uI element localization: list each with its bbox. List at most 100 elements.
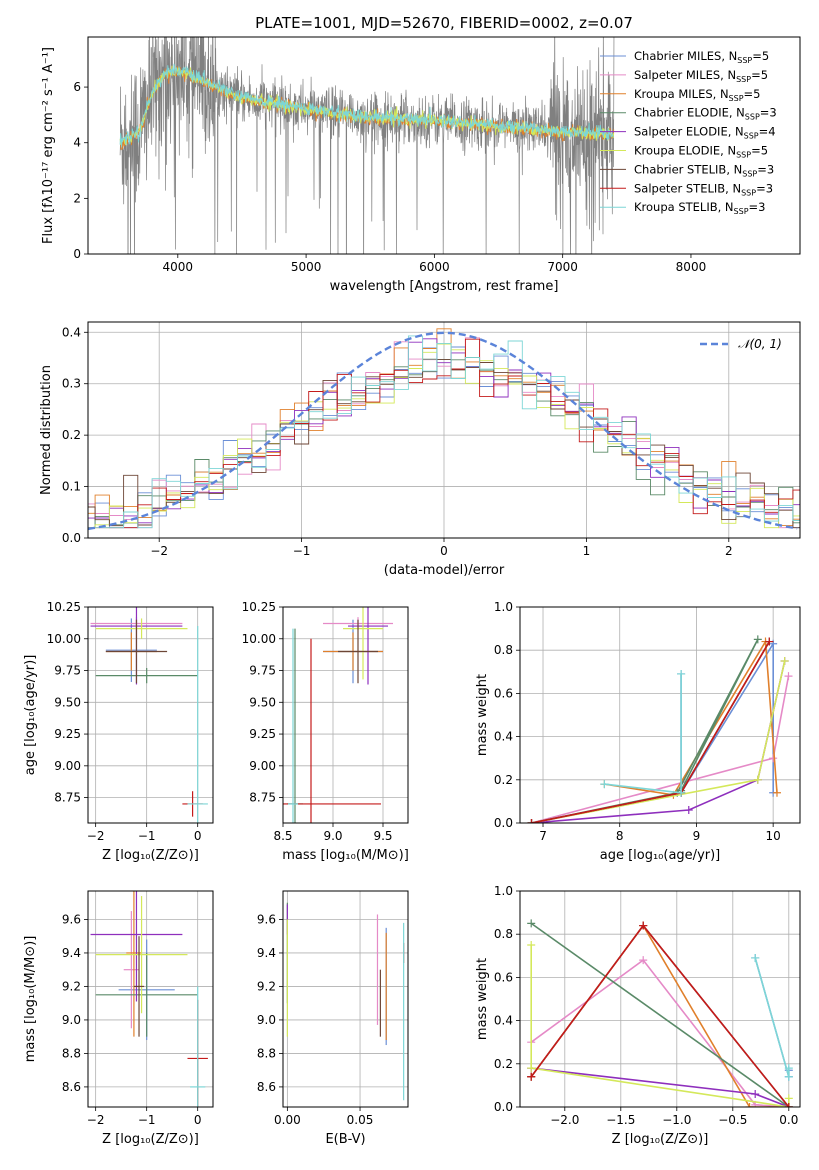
- age_vs_mass-xtick-label: 9.5: [373, 829, 392, 843]
- legend-label-main: Kroupa STELIB, N: [634, 200, 734, 214]
- mass_vs_Z-frame: [87, 890, 214, 1108]
- age_vs_mass-xlabel: mass [log₁₀(M/M⊙)]: [282, 848, 409, 863]
- weight-marker: [784, 672, 793, 681]
- weight-marker: [677, 669, 686, 678]
- weight-marker: [784, 1094, 793, 1103]
- mass_vs_ebv-ytick-label: 9.4: [257, 946, 276, 960]
- weight_vs_Z-xlabel: Z [log₁₀(Z/Z⊙)]: [612, 1132, 709, 1147]
- mass_vs_ebv-ytick-label: 9.6: [257, 912, 276, 926]
- weight_vs_Z-ytick-label: 0.6: [494, 970, 513, 984]
- age_vs_mass-xtick-label: 9.0: [323, 829, 342, 843]
- model-spectrum: [119, 63, 614, 148]
- age_vs_Z-ytick-label: 10.25: [47, 600, 81, 614]
- legend-label-main: Chabrier STELIB, N: [634, 162, 742, 176]
- mass_vs_Z-ytick-label: 8.6: [62, 1080, 81, 1094]
- weight_vs_age-ytick-label: 0.0: [494, 816, 513, 830]
- legend-label-sub: SSP: [736, 151, 751, 160]
- residual-histogram: [88, 335, 800, 529]
- mass_vs_ebv-frame: [282, 890, 409, 1108]
- spectrum-ytick-label: 2: [73, 191, 81, 205]
- spectrum-ylabel: Flux [fλ10⁻¹⁷ erg cm⁻² s⁻¹ A⁻¹]: [41, 47, 56, 244]
- weight_vs_Z-frame: [519, 890, 801, 1108]
- mass_vs_Z-xtick-label: −2: [87, 1113, 105, 1127]
- weight-marker: [784, 1064, 793, 1073]
- legend-label: Chabrier ELODIE, NSSP=3: [634, 106, 777, 122]
- weight_vs_age-xtick-label: 9: [693, 829, 701, 843]
- spectrum-frame: [87, 36, 801, 255]
- mass_vs_ebv-xtick-label: 0.05: [347, 1113, 374, 1127]
- age_vs_mass-frame: [282, 606, 409, 824]
- mass_vs_Z-ytick-label: 9.2: [62, 979, 81, 993]
- mass_vs_Z-ytick-label: 8.8: [62, 1046, 81, 1060]
- residuals-ylabel: Normed distribution: [39, 365, 54, 495]
- age_vs_mass-ytick-label: 9.25: [249, 727, 276, 741]
- observed-spectrum: [119, 37, 615, 254]
- residual-histogram: [88, 338, 800, 524]
- weight-marker: [780, 657, 789, 665]
- age_vs_mass-ytick-label: 10.25: [242, 600, 276, 614]
- legend-label-main: Kroupa ELODIE, N: [634, 144, 736, 158]
- mass_vs_Z-xlabel: Z [log₁₀(Z/Z⊙)]: [102, 1132, 199, 1147]
- age_vs_Z-ytick-label: 9.25: [54, 727, 81, 741]
- age_vs_mass-ytick-label: 10.00: [242, 632, 276, 646]
- weight_vs_age-ytick-label: 0.2: [494, 773, 513, 787]
- age_vs_Z-xtick-label: −1: [138, 829, 156, 843]
- age_vs_Z-axes: −2 −1 0 8.75 9.00 9.25 9.50 9.75 10.00 10.25 Z [lo…: [23, 600, 213, 863]
- residuals-xtick-label: 1: [583, 544, 591, 558]
- legend-label: Kroupa MILES, NSSP=5: [634, 87, 760, 103]
- age_vs_Z-ytick-label: 10.00: [47, 632, 81, 646]
- weight-marker: [784, 1072, 793, 1081]
- legend-label-sub: SSP: [745, 113, 760, 122]
- weight-line: [531, 641, 770, 823]
- age_vs_Z-xtick-label: −2: [87, 829, 105, 843]
- legend-label-main: Chabrier ELODIE, N: [634, 106, 745, 120]
- legend-label: Kroupa ELODIE, NSSP=5: [634, 144, 768, 160]
- age_vs_mass-axes: 8.5 9.0 9.5 8.75 9.00 9.25 9.50 9.75 10.00 10.25 m…: [242, 600, 409, 863]
- weight-line: [531, 641, 770, 823]
- residuals-xtick-label: −1: [293, 544, 311, 558]
- weight-marker: [753, 775, 762, 784]
- weight_vs_age-frame: [519, 606, 801, 824]
- age_vs_Z-ytick-label: 8.75: [54, 791, 81, 805]
- residuals-ytick-label: 0.2: [62, 428, 81, 442]
- weight-marker: [769, 754, 778, 763]
- weight_vs_Z-xtick-label: −1.5: [606, 1113, 635, 1127]
- weight_vs_Z-axes: −2.0 −1.5 −1.0 −0.5 0.0 0.0 0.2 0.4 0.6 0.8 1.0 Z […: [475, 884, 800, 1147]
- weight-marker: [527, 1064, 536, 1073]
- weight_vs_age-axes: 7 8 9 10 0.0 0.2 0.4 0.6 0.8 1.0 age [log₁₀(age/yr…: [475, 600, 800, 863]
- age_vs_mass-xtick-label: 8.5: [273, 829, 292, 843]
- weight_vs_Z-ytick-label: 0.4: [494, 1014, 513, 1028]
- age_vs_mass-ytick-label: 9.00: [249, 759, 276, 773]
- weight-marker: [765, 637, 774, 646]
- weight-marker: [784, 1103, 793, 1107]
- weight_vs_age-ylabel: mass weight: [475, 674, 490, 756]
- mass_vs_Z-ytick-label: 9.0: [62, 1013, 81, 1027]
- weight_vs_Z-ytick-label: 1.0: [494, 884, 513, 898]
- age_vs_Z-ytick-label: 9.50: [54, 695, 81, 709]
- weight-marker: [772, 788, 781, 797]
- mass_vs_Z-ytick-label: 9.6: [62, 912, 81, 926]
- age_vs_Z-xtick-label: 0: [194, 829, 202, 843]
- weight-line: [754, 957, 790, 1078]
- mass_vs_Z-xtick-label: −1: [138, 1113, 156, 1127]
- legend-label-suffix: =3: [760, 106, 777, 120]
- age_vs_Z-xlabel: Z [log₁₀(Z/Z⊙)]: [102, 848, 199, 863]
- legend-label-main: Salpeter MILES, N: [634, 68, 736, 82]
- mass_vs_ebv-ytick-label: 9.0: [257, 1013, 276, 1027]
- weight_vs_Z-ytick-label: 0.2: [494, 1057, 513, 1071]
- legend-label-sub: SSP: [744, 132, 759, 141]
- weight-line: [530, 945, 790, 1107]
- weight_vs_age-lines: [527, 635, 793, 823]
- weight-marker: [769, 639, 778, 648]
- weight-line: [604, 674, 682, 794]
- weight_vs_Z-xtick-label: −1.0: [662, 1113, 691, 1127]
- legend-label-suffix: =5: [744, 87, 761, 101]
- legend-label-sub: SSP: [741, 188, 756, 197]
- residuals-xtick-label: −2: [150, 544, 168, 558]
- legend-label-suffix: =5: [752, 49, 769, 63]
- age_vs_Z-ytick-label: 9.00: [54, 759, 81, 773]
- weight_vs_age-ytick-label: 0.6: [494, 686, 513, 700]
- age_vs_Z-ytick-label: 9.75: [54, 664, 81, 678]
